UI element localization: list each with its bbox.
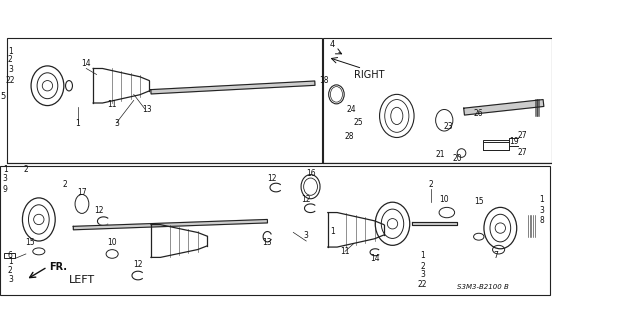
Text: 10: 10	[108, 238, 117, 247]
Polygon shape	[412, 222, 457, 226]
Text: 21: 21	[435, 150, 445, 160]
Polygon shape	[151, 81, 315, 94]
Text: 26: 26	[474, 109, 484, 118]
Text: 3: 3	[8, 275, 13, 284]
Text: 1: 1	[540, 195, 544, 204]
Text: 25: 25	[353, 118, 363, 127]
Text: 2: 2	[8, 266, 13, 275]
Text: 2: 2	[420, 262, 425, 271]
Text: 1: 1	[8, 47, 13, 56]
Text: FR.: FR.	[49, 262, 67, 272]
Polygon shape	[73, 219, 268, 230]
Text: 3: 3	[8, 65, 13, 74]
Text: 11: 11	[108, 100, 117, 109]
Text: 2: 2	[62, 180, 67, 189]
Text: 10: 10	[440, 195, 449, 204]
Text: 1: 1	[420, 251, 425, 260]
Text: 7: 7	[493, 251, 499, 260]
Text: 8: 8	[540, 216, 544, 225]
Text: 2: 2	[24, 165, 28, 174]
Text: 28: 28	[344, 132, 354, 141]
Text: 14: 14	[81, 59, 91, 68]
Text: 19: 19	[509, 137, 518, 145]
Text: 24: 24	[346, 105, 356, 114]
Text: 3: 3	[540, 205, 544, 215]
Text: RIGHT: RIGHT	[354, 70, 384, 79]
Text: 2: 2	[429, 180, 434, 189]
Bar	[483, 140, 509, 151]
Text: 22: 22	[418, 280, 428, 289]
Text: 3: 3	[304, 231, 308, 241]
Text: 27: 27	[518, 148, 527, 157]
Text: 17: 17	[77, 188, 87, 197]
Text: 12: 12	[95, 205, 104, 215]
Text: 15: 15	[26, 238, 35, 247]
Text: 15: 15	[474, 197, 484, 206]
Text: 1: 1	[76, 119, 80, 128]
Polygon shape	[464, 100, 544, 115]
Text: 27: 27	[518, 130, 527, 139]
Text: LEFT: LEFT	[69, 275, 95, 285]
Text: 23: 23	[444, 122, 453, 131]
Text: 16: 16	[306, 169, 316, 178]
Text: 12: 12	[301, 195, 311, 204]
Text: 2: 2	[8, 56, 13, 64]
Text: 6: 6	[8, 251, 13, 260]
Text: 3: 3	[420, 270, 425, 279]
Text: 18: 18	[319, 76, 328, 85]
Text: 3: 3	[114, 119, 119, 128]
Text: 9: 9	[3, 185, 8, 194]
Text: 5: 5	[0, 92, 5, 101]
Text: 1: 1	[8, 257, 13, 266]
Text: S3M3-B2100 B: S3M3-B2100 B	[457, 284, 509, 290]
Text: 11: 11	[340, 247, 350, 256]
Text: 1: 1	[330, 227, 335, 236]
Text: 20: 20	[452, 154, 462, 163]
Text: 14: 14	[371, 254, 380, 263]
Text: 22: 22	[6, 76, 15, 85]
Bar	[0, 166, 550, 295]
Text: 1: 1	[3, 165, 8, 174]
Text: 13: 13	[262, 238, 272, 247]
Bar	[323, 38, 552, 163]
Bar	[7, 38, 322, 163]
Bar	[4, 253, 15, 258]
Text: 12: 12	[133, 260, 143, 269]
Text: 3: 3	[3, 174, 8, 183]
Text: 13: 13	[142, 105, 152, 114]
Text: 4: 4	[330, 40, 335, 49]
Text: 12: 12	[267, 174, 276, 183]
